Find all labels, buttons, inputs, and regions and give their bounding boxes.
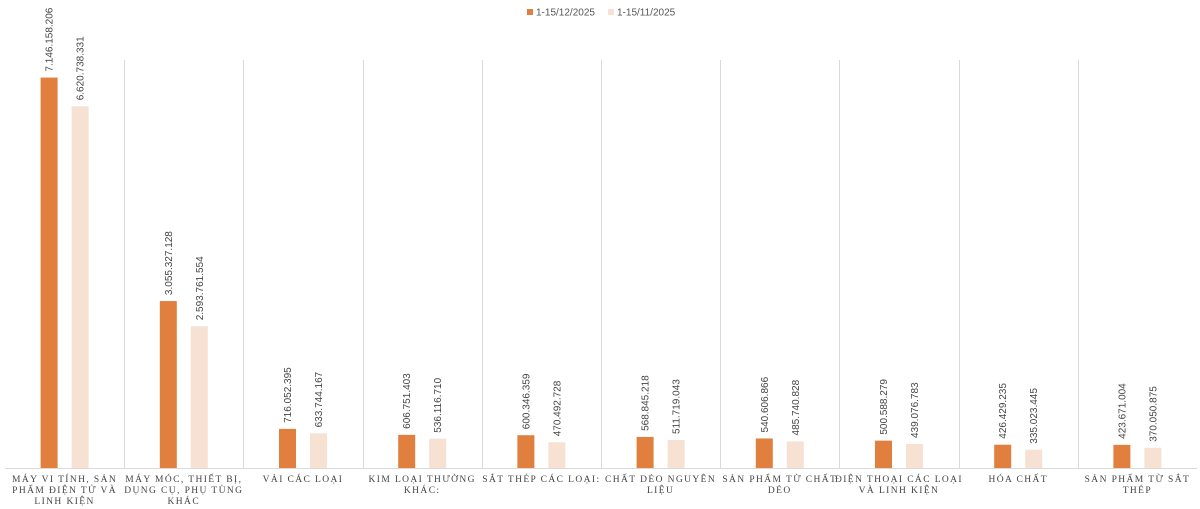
data-label-series1-cat10: 423.671.004	[1117, 383, 1128, 439]
data-label-series1-cat4: 606.751.403	[402, 373, 413, 429]
legend-label-2: 1-15/11/2025	[617, 8, 676, 19]
data-label-series1-cat3: 716.052.395	[283, 367, 294, 423]
data-label-series1-cat5: 600.346.359	[521, 373, 532, 429]
data-label-series1-cat2: 3.055.327.128	[164, 231, 175, 295]
data-label-series1-cat6: 568.845.218	[641, 375, 652, 431]
data-label-series2-cat8: 439.076.783	[910, 382, 921, 438]
data-label-series1-cat9: 426.429.235	[998, 383, 1009, 439]
data-label-series1-cat7: 540.606.866	[760, 376, 771, 432]
data-label-series2-cat9: 335.023.445	[1029, 388, 1040, 444]
category-labels: MÁY VI TÍNH, SẢN PHẨM ĐIỆN TỬ VÀ LINH KIỆN…	[12, 472, 1191, 507]
bar-series2-cat3	[310, 433, 327, 468]
bar-series2-cat9	[1025, 449, 1043, 468]
data-label-series2-cat6: 511.719.043	[672, 379, 683, 434]
bar-series1-cat10	[1113, 444, 1131, 468]
legend-swatch-2	[608, 9, 614, 15]
bar-series2-cat2	[190, 326, 208, 468]
category-label-4: KIM LOẠI THƯỜNG KHÁC:	[369, 473, 476, 496]
category-label-5: SẮT THÉP CÁC LOẠI:	[482, 472, 600, 485]
legend-label-1: 1-15/12/2025	[536, 8, 595, 19]
category-label-6: CHẤT DẺO NGUYÊN LIỆU	[605, 472, 716, 496]
bar-series2-cat5	[548, 442, 566, 468]
data-label-series2-cat2: 2.593.761.554	[195, 256, 206, 320]
bar-series1-cat1	[40, 77, 58, 468]
bar-series1-cat7	[755, 438, 773, 468]
category-label-9: HÓA CHẤT	[988, 472, 1048, 485]
bar-series2-cat7	[786, 441, 804, 468]
value-labels: 7.146.158.206 6.620.738.331 3.055.327.128 2…	[45, 7, 1160, 444]
category-label-7: SẢN PHẨM TỪ CHẤT DẺO	[722, 472, 837, 496]
category-label-1: MÁY VI TÍNH, SẢN PHẨM ĐIỆN TỬ VÀ LINH KIỆN	[12, 473, 117, 507]
bar-series2-cat1	[71, 106, 89, 468]
legend: 1-15/12/2025 1-15/11/2025	[527, 8, 676, 19]
data-label-series2-cat5: 470.492.728	[552, 380, 563, 436]
bar-series1-cat8	[875, 440, 892, 468]
bar-series2-cat6	[667, 440, 685, 468]
legend-swatch-1	[527, 9, 533, 15]
bars	[40, 77, 1162, 468]
bar-series1-cat2	[159, 301, 177, 468]
data-label-series2-cat7: 485.740.828	[791, 379, 802, 435]
data-label-series1-cat8: 500.588.279	[879, 379, 890, 435]
category-label-2: MÁY MÓC, THIẾT BỊ, DỤNG CỤ, PHỤ TÙNG KHÁC	[124, 472, 243, 507]
bar-series1-cat5	[517, 435, 535, 468]
data-label-series1-cat1: 7.146.158.206	[45, 7, 56, 71]
category-dividers	[124, 60, 1079, 468]
category-label-8: ĐIỆN THOẠI CÁC LOẠI VÀ LINH KIỆN	[835, 473, 963, 496]
bar-series2-cat10	[1144, 447, 1162, 468]
bar-series1-cat3	[279, 428, 296, 468]
data-label-series2-cat1: 6.620.738.331	[76, 36, 87, 100]
data-label-series2-cat10: 370.050.875	[1148, 386, 1159, 442]
bar-series2-cat4	[429, 438, 447, 468]
data-label-series2-cat4: 536.116.710	[433, 377, 444, 432]
bar-series2-cat8	[906, 444, 923, 468]
bar-series1-cat6	[636, 436, 654, 468]
category-label-10: SẢN PHẨM TỪ SẮT THÉP	[1085, 472, 1191, 496]
category-label-3: VẢI CÁC LOẠI	[263, 473, 344, 485]
bar-series1-cat4	[398, 434, 416, 468]
data-label-series2-cat3: 633.744.167	[314, 371, 325, 427]
bar-series1-cat9	[994, 444, 1012, 468]
